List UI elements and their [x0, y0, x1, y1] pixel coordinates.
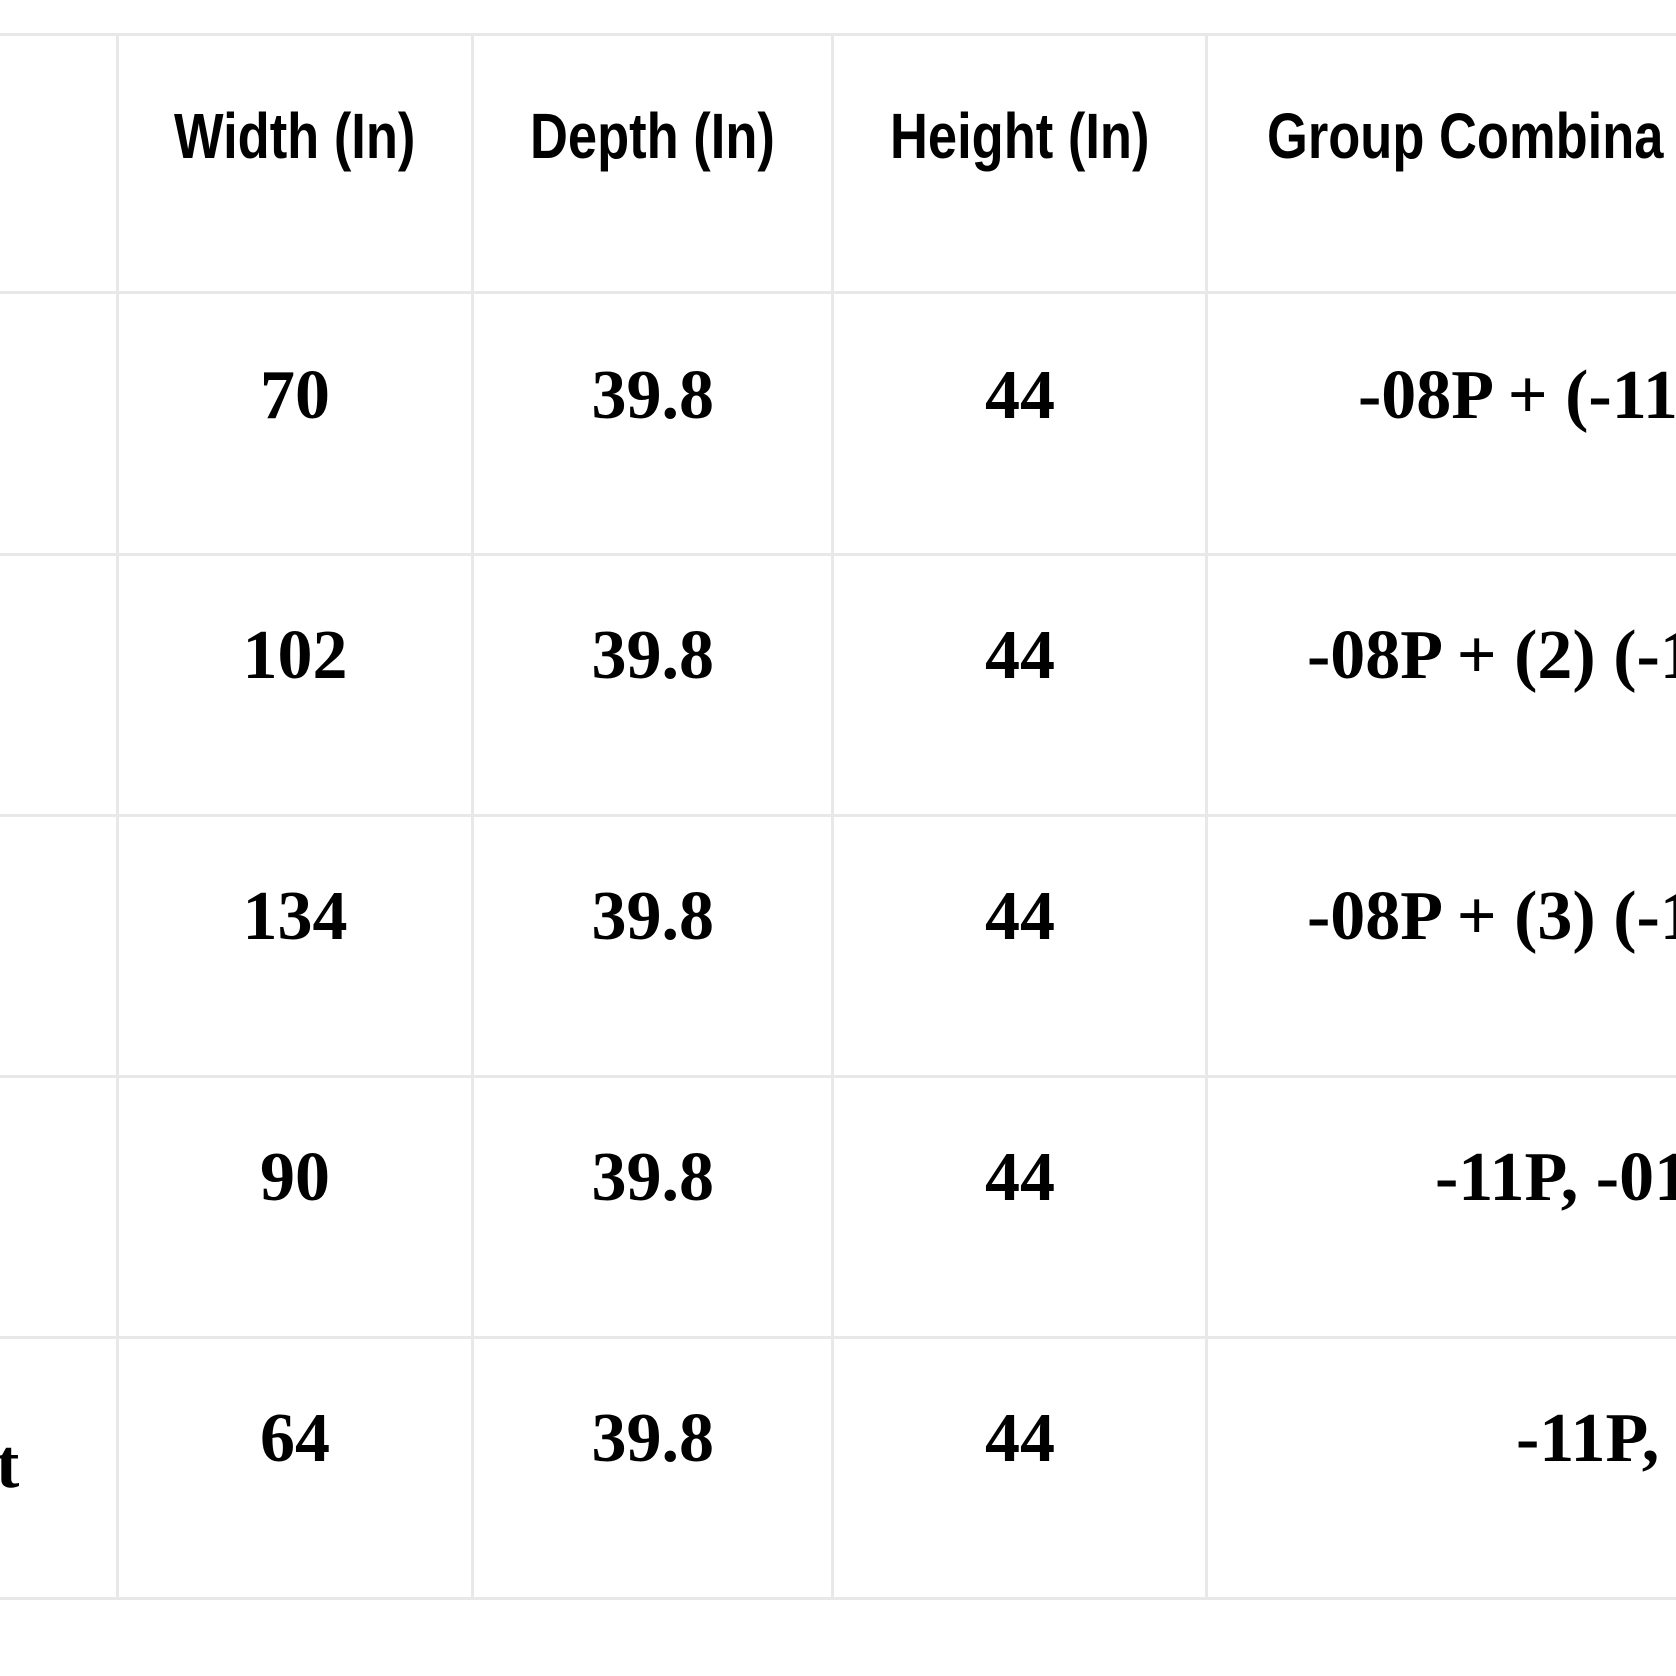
grid-line — [0, 553, 1676, 556]
grid-line — [0, 1336, 1676, 1339]
table-cell: 102 — [242, 617, 348, 694]
table-cell: -08P + (2) (-1 — [1307, 617, 1676, 694]
table-cell: -11P, — [1516, 1400, 1676, 1477]
table-cell: 44 — [985, 617, 1055, 694]
column-header: Depth (In) — [530, 100, 776, 172]
grid-line — [831, 34, 834, 1599]
grid-line — [0, 814, 1676, 817]
table-cell: -11P, -01 — [1435, 1139, 1676, 1216]
table-cell: 64 — [260, 1400, 330, 1477]
column-header: Width (In) — [174, 100, 416, 172]
row-label: t — [0, 1426, 20, 1503]
grid-line — [0, 33, 1676, 36]
table-cell: -08P + (-11 — [1358, 357, 1676, 434]
column-header: Group Combina — [1267, 100, 1664, 172]
table-cell: 134 — [242, 878, 348, 955]
table-cell: -08P + (3) (-1 — [1307, 878, 1676, 955]
grid-line — [0, 1597, 1676, 1600]
grid-line — [116, 34, 119, 1599]
grid-line — [1205, 34, 1208, 1599]
table-cell: 39.8 — [591, 357, 715, 434]
column-header: Height (In) — [890, 100, 1150, 172]
table-cell: 90 — [260, 1139, 330, 1216]
table-cell: 44 — [985, 357, 1055, 434]
grid-line — [0, 1075, 1676, 1078]
table-cell: 39.8 — [591, 878, 715, 955]
table-cell: 39.8 — [591, 617, 715, 694]
table-cell: 44 — [985, 1139, 1055, 1216]
table-cell: 44 — [985, 1400, 1055, 1477]
grid-line — [0, 291, 1676, 294]
table-cell: 39.8 — [591, 1139, 715, 1216]
table-cell: 70 — [260, 357, 330, 434]
table-cell: 39.8 — [591, 1400, 715, 1477]
grid-line — [471, 34, 474, 1599]
table-cell: 44 — [985, 878, 1055, 955]
